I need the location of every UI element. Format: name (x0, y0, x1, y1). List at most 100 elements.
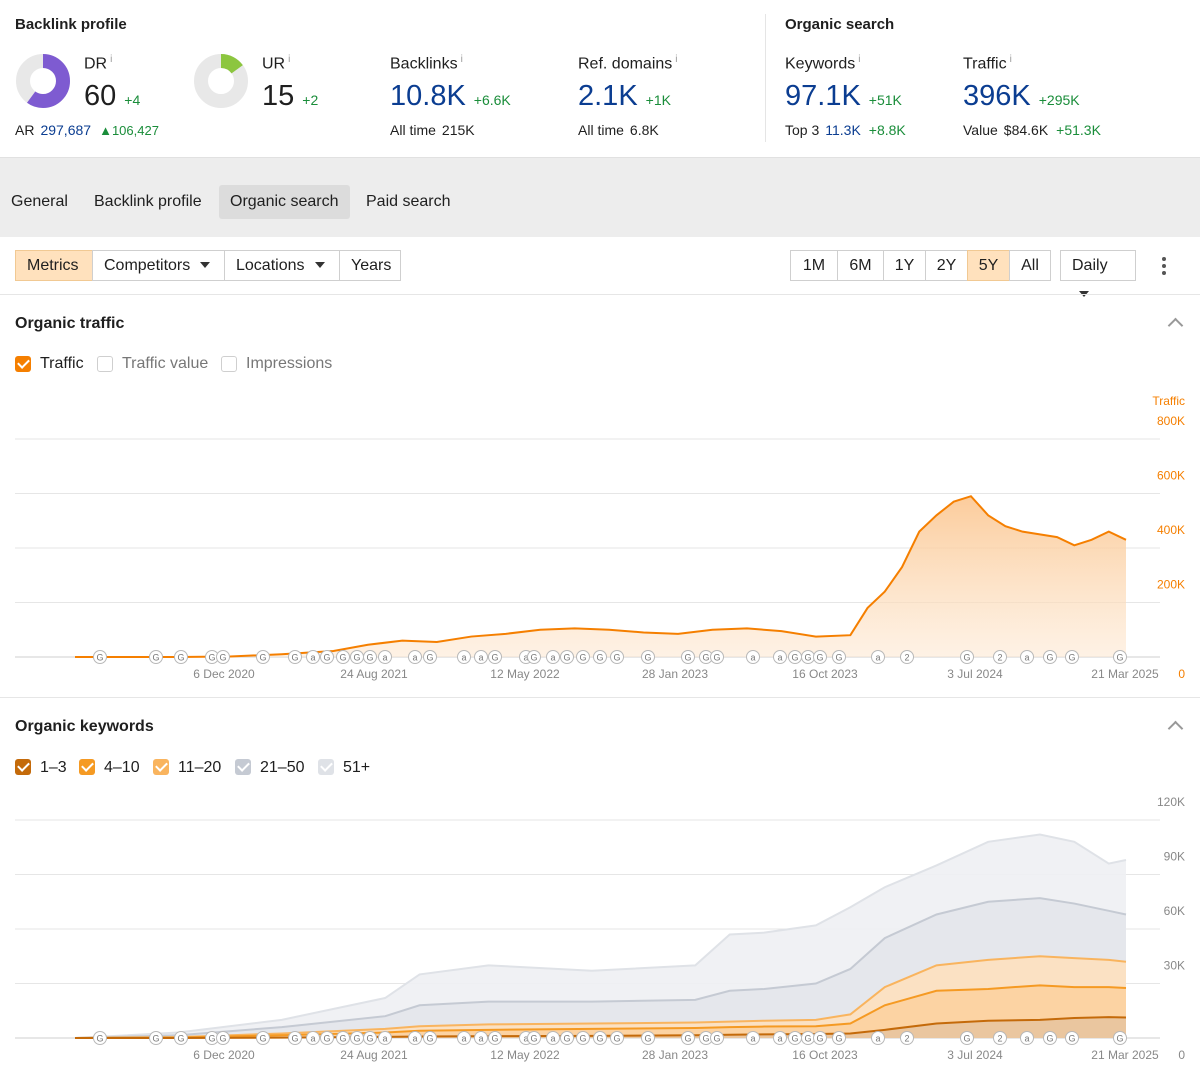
kw-11-20-label[interactable]: 11–20 (178, 759, 222, 776)
traffic-checkbox-label[interactable]: Traffic (40, 355, 84, 372)
collapse-chevron-icon[interactable] (1167, 720, 1184, 737)
annotation-marker (871, 650, 885, 664)
ar-value[interactable]: 297,687 (40, 122, 92, 138)
kw-4-10-area (75, 985, 1126, 1038)
dr-delta: +4 (124, 92, 141, 108)
ur-value-row: 15 +2 (262, 80, 318, 113)
annotation-marker-label: a (875, 653, 880, 663)
annotation-marker (560, 650, 574, 664)
annotation-marker-label: G (339, 653, 346, 663)
annotation-marker-label: G (366, 1034, 373, 1044)
range-1y-button[interactable]: 1Y (883, 250, 926, 281)
annotation-marker (216, 650, 230, 664)
annotation-marker (336, 650, 350, 664)
ref-domains-label: Ref. domains i (578, 54, 678, 73)
annotation-marker (288, 650, 302, 664)
annotation-marker (423, 1031, 437, 1045)
keywords-top3: Top 3 11.3K +8.8K (785, 122, 906, 138)
kw-1-3-label[interactable]: 1–3 (40, 759, 67, 776)
metrics-button[interactable]: Metrics (15, 250, 93, 281)
locations-dropdown[interactable]: Locations (224, 250, 340, 281)
kw-21-50-label[interactable]: 21–50 (260, 759, 305, 776)
tab-organic-search[interactable]: Organic search (219, 185, 350, 219)
ur-value: 15 (262, 80, 295, 112)
annotation-marker (488, 1031, 502, 1045)
annotation-marker-label: G (816, 653, 823, 663)
tab-backlink-profile[interactable]: Backlink profile (94, 193, 202, 210)
annotation-marker (336, 1031, 350, 1045)
collapse-chevron-icon[interactable] (1167, 317, 1184, 334)
more-options-icon[interactable] (1162, 257, 1168, 278)
annotation-marker-label: G (219, 1034, 226, 1044)
annotation-marker-label: G (491, 653, 498, 663)
annotation-marker (256, 1031, 270, 1045)
traffic-value[interactable]: 396K (963, 80, 1031, 112)
ref-domains-value[interactable]: 2.1K (578, 80, 638, 112)
dr-donut-chart (16, 54, 70, 108)
ur-delta: +2 (302, 92, 319, 108)
traffic-value-row: 396K +295K (963, 80, 1080, 113)
traffic-checkbox[interactable] (15, 356, 31, 372)
info-icon[interactable]: i (675, 54, 678, 65)
info-icon[interactable]: i (858, 54, 861, 65)
kw-4-10-checkbox[interactable] (79, 759, 95, 775)
annotation-marker (320, 650, 334, 664)
annotation-marker-label: 2 (904, 1034, 909, 1044)
annotation-marker (423, 650, 437, 664)
divider (0, 294, 1200, 295)
kw-21-50-checkbox[interactable] (235, 759, 251, 775)
info-icon[interactable]: i (460, 54, 463, 65)
top3-value[interactable]: 11.3K (825, 122, 861, 138)
dr-value: 60 (84, 80, 117, 112)
kw-51-plus-checkbox[interactable] (318, 759, 334, 775)
divider (0, 697, 1200, 698)
kw-1-3-checkbox[interactable] (15, 759, 31, 775)
backlinks-value-row: 10.8K +6.6K (390, 80, 511, 113)
x-tick-label: 21 Mar 2025 (1091, 1048, 1159, 1062)
x-tick-label: 3 Jul 2024 (947, 1048, 1003, 1062)
annotation-marker (832, 650, 846, 664)
annotation-marker-label: G (339, 1034, 346, 1044)
range-5y-button[interactable]: 5Y (967, 250, 1010, 281)
impressions-checkbox[interactable] (221, 356, 237, 372)
info-icon[interactable]: i (110, 54, 113, 65)
tab-paid-search[interactable]: Paid search (366, 193, 451, 210)
traffic-line (75, 495, 1127, 658)
annotation-marker-label: a (310, 1034, 315, 1044)
backlinks-value[interactable]: 10.8K (390, 80, 466, 112)
annotation-marker (457, 650, 471, 664)
range-2y-button[interactable]: 2Y (925, 250, 968, 281)
years-button[interactable]: Years (339, 250, 401, 281)
traffic-value-checkbox-label[interactable]: Traffic value (122, 355, 209, 372)
traffic-value-checkbox[interactable] (97, 356, 113, 372)
info-icon[interactable]: i (1009, 54, 1012, 65)
competitors-dropdown[interactable]: Competitors (92, 250, 225, 281)
annotation-marker-label: G (291, 653, 298, 663)
kw-11-20-checkbox[interactable] (153, 759, 169, 775)
annotation-marker-label: G (177, 653, 184, 663)
section-tabs: General Backlink profile Organic search … (0, 157, 1200, 237)
y-tick-label: 600K (1157, 469, 1185, 483)
annotation-marker-label: G (353, 1034, 360, 1044)
y-tick-label: 90K (1164, 850, 1185, 864)
annotation-marker-label: G (684, 653, 691, 663)
annotation-marker (488, 650, 502, 664)
range-6m-button[interactable]: 6M (837, 250, 884, 281)
tab-general[interactable]: General (11, 193, 68, 210)
ref-domains-delta: +1K (645, 92, 671, 108)
annotation-marker (216, 1031, 230, 1045)
impressions-checkbox-label[interactable]: Impressions (246, 355, 333, 372)
keywords-value[interactable]: 97.1K (785, 80, 861, 112)
kw-51-plus-label[interactable]: 51+ (343, 759, 371, 776)
annotation-marker-label: a (412, 1034, 417, 1044)
annotation-marker (832, 1031, 846, 1045)
annotation-marker-label: G (353, 653, 360, 663)
info-icon[interactable]: i (288, 54, 291, 65)
range-all-button[interactable]: All (1009, 250, 1051, 281)
range-1m-button[interactable]: 1M (790, 250, 838, 281)
kw-4-10-label[interactable]: 4–10 (104, 759, 140, 776)
granularity-dropdown[interactable]: Daily (1060, 250, 1136, 297)
annotation-marker (1020, 1031, 1034, 1045)
annotation-marker-label: a (310, 653, 315, 663)
